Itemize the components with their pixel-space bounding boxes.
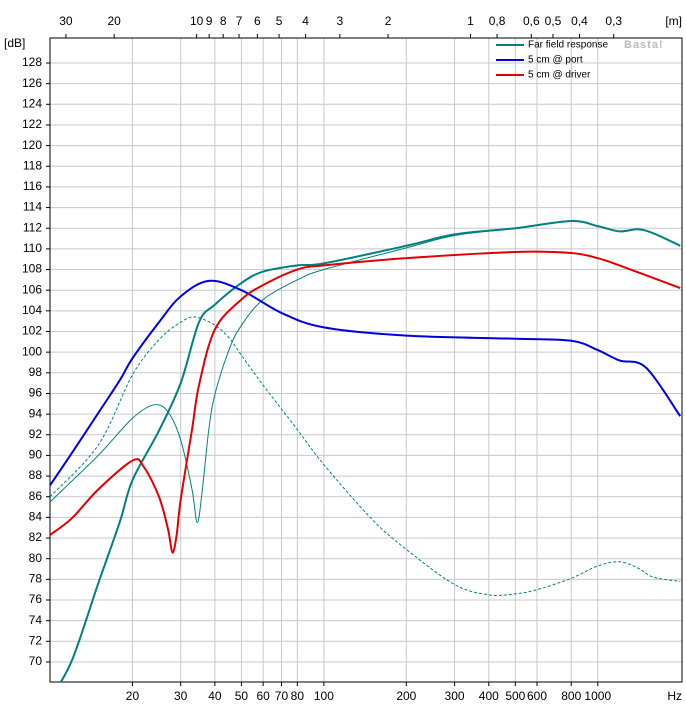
y-tick-label: 110 (23, 241, 42, 255)
y-tick-label: 108 (22, 262, 42, 276)
y-tick-label: 104 (22, 303, 42, 317)
x2-tick-label: 30 (59, 14, 73, 28)
x-tick-label: 20 (126, 689, 140, 703)
x2-tick-label: 0,5 (545, 14, 562, 28)
x2-unit: [m] (665, 14, 682, 28)
series (50, 250, 681, 554)
legend-label: 5 cm @ driver (528, 70, 591, 81)
x-tick-label: 200 (396, 689, 416, 703)
x-tick-label: 50 (235, 689, 249, 703)
y-tick-label: 98 (29, 365, 43, 379)
series-line (59, 219, 681, 682)
x2-tick-label: 4 (302, 14, 309, 28)
y-tick-label: 112 (23, 220, 42, 234)
series-line (50, 220, 681, 524)
x-unit: Hz (667, 689, 682, 703)
y-tick-label: 94 (29, 406, 43, 420)
plot-frame (49, 37, 683, 683)
y-tick-label: 76 (29, 592, 43, 606)
x2-tick-label: 6 (254, 14, 261, 28)
series-line (50, 279, 682, 486)
y-tick-label: 118 (23, 158, 42, 172)
series (59, 219, 681, 682)
x-tick-label: 60 (256, 689, 270, 703)
y-tick-label: 102 (22, 324, 42, 338)
y-tick-label: 126 (22, 76, 42, 90)
x-tick-label: 400 (479, 689, 499, 703)
y-tick-label: 116 (23, 179, 42, 193)
y-tick-label: 106 (22, 282, 42, 296)
x-tick-label: 1000 (584, 689, 611, 703)
y-tick-label: 84 (29, 510, 43, 524)
y-tick-label: 96 (29, 386, 43, 400)
x2-tick-label: 3 (336, 14, 343, 28)
y-tick-label: 100 (22, 344, 42, 358)
y-tick-label: 82 (29, 530, 43, 544)
x-tick-label: 70 (275, 689, 289, 703)
series (50, 220, 681, 524)
y-tick-label: 114 (23, 200, 42, 214)
legend-label: Far field response (528, 40, 608, 51)
series (50, 279, 682, 486)
y-tick-label: 72 (29, 633, 43, 647)
x-tick-label: 600 (527, 689, 547, 703)
y-unit: [dB] (4, 36, 25, 50)
x-tick-label: 30 (174, 689, 188, 703)
y-tick-label: 70 (29, 654, 43, 668)
x-tick-label: 80 (291, 689, 305, 703)
y-tick-label: 120 (22, 138, 42, 152)
x2-tick-label: 0,6 (523, 14, 540, 28)
x-tick-label: 40 (208, 689, 222, 703)
legend-label: 5 cm @ port (528, 55, 583, 66)
x2-tick-label: 0,3 (605, 14, 622, 28)
series-line (50, 250, 681, 554)
x-tick-label: 500 (505, 689, 525, 703)
y-tick-label: 86 (29, 489, 43, 503)
y-tick-label: 78 (29, 572, 43, 586)
x2-tick-label: 5 (276, 14, 283, 28)
y-tick-label: 74 (29, 613, 43, 627)
y-tick-label: 88 (29, 468, 43, 482)
x2-tick-label: 2 (385, 14, 392, 28)
x2-tick-label: 0,8 (489, 14, 506, 28)
y-tick-label: 128 (22, 55, 42, 69)
y-tick-label: 124 (22, 96, 42, 110)
x2-tick-label: 8 (220, 14, 227, 28)
x2-tick-label: 20 (107, 14, 121, 28)
x-tick-label: 300 (445, 689, 465, 703)
x-tick-label: 100 (314, 689, 334, 703)
y-tick-label: 122 (22, 117, 42, 131)
x2-tick-label: 10 (190, 14, 204, 28)
x2-tick-label: 1 (467, 14, 474, 28)
watermark: Basta! (624, 39, 664, 51)
y-tick-label: 90 (29, 448, 43, 462)
y-tick-label: 80 (29, 551, 43, 565)
x-tick-label: 800 (561, 689, 581, 703)
x2-tick-label: 7 (236, 14, 243, 28)
y-tick-label: 92 (29, 427, 43, 441)
x2-tick-label: 0,4 (571, 14, 588, 28)
x2-tick-label: 9 (206, 14, 213, 28)
